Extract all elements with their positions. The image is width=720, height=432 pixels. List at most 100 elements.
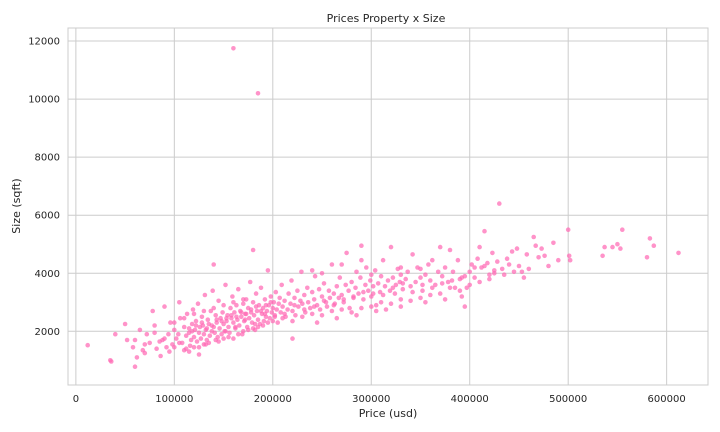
data-point xyxy=(442,265,448,270)
data-point xyxy=(144,331,150,337)
data-point xyxy=(400,286,406,292)
data-point xyxy=(566,253,572,259)
data-point xyxy=(299,269,304,275)
data-point xyxy=(124,337,130,343)
data-point xyxy=(285,307,290,312)
data-point xyxy=(372,268,378,273)
data-point xyxy=(142,342,148,347)
data-point xyxy=(413,279,418,285)
data-point xyxy=(430,285,435,291)
data-point xyxy=(495,259,500,264)
data-point xyxy=(253,291,259,296)
data-point xyxy=(317,307,323,312)
data-point xyxy=(223,282,228,288)
data-point xyxy=(375,281,381,286)
data-point xyxy=(224,315,229,321)
data-point xyxy=(430,257,435,263)
data-point xyxy=(293,313,298,318)
data-point xyxy=(388,244,394,250)
data-point xyxy=(475,256,480,262)
data-point xyxy=(509,249,515,254)
data-point xyxy=(147,340,152,346)
data-point xyxy=(339,262,345,267)
data-point xyxy=(388,301,394,307)
data-point xyxy=(378,273,384,279)
data-point xyxy=(252,321,258,327)
data-point xyxy=(172,320,177,325)
data-point xyxy=(211,305,216,311)
data-point xyxy=(132,337,138,343)
data-point xyxy=(231,320,236,325)
data-point xyxy=(437,291,443,296)
data-point xyxy=(234,302,239,308)
data-point xyxy=(420,282,425,288)
data-point xyxy=(361,297,366,302)
data-point xyxy=(190,307,196,312)
data-point xyxy=(85,342,90,348)
data-point xyxy=(201,308,207,314)
data-point xyxy=(359,243,364,248)
data-point xyxy=(241,329,246,334)
data-point xyxy=(435,269,441,275)
data-point xyxy=(565,227,571,232)
data-point xyxy=(477,279,482,285)
data-point xyxy=(258,285,264,291)
data-point xyxy=(428,278,433,283)
data-point xyxy=(191,311,197,317)
data-point xyxy=(196,345,202,350)
data-point xyxy=(245,327,251,333)
data-point xyxy=(272,314,278,320)
data-point xyxy=(452,285,458,291)
data-point xyxy=(618,246,623,251)
data-point xyxy=(423,300,428,305)
y-tick-label: 6000 xyxy=(35,211,60,222)
data-point xyxy=(189,321,195,327)
data-point xyxy=(201,331,207,337)
data-point xyxy=(354,313,359,318)
data-point xyxy=(177,315,183,321)
data-point xyxy=(132,364,138,370)
data-point xyxy=(423,272,428,278)
data-point xyxy=(280,304,285,309)
data-point xyxy=(311,304,317,309)
data-point xyxy=(467,269,473,275)
data-point xyxy=(231,300,236,305)
data-point xyxy=(442,297,448,302)
data-point xyxy=(255,317,261,323)
data-point xyxy=(221,302,226,308)
data-point xyxy=(210,288,215,294)
data-point xyxy=(172,345,177,350)
data-point xyxy=(239,314,244,320)
data-point xyxy=(274,307,280,312)
data-point xyxy=(556,257,561,263)
data-point xyxy=(499,266,505,272)
data-point xyxy=(167,349,172,354)
x-tick-label: 600000 xyxy=(648,394,686,405)
data-point xyxy=(676,250,681,256)
data-point xyxy=(403,276,409,282)
data-point xyxy=(130,345,136,350)
data-point xyxy=(398,272,404,278)
data-point xyxy=(551,240,556,246)
data-point xyxy=(278,310,284,315)
data-point xyxy=(177,340,182,346)
data-point xyxy=(316,286,322,292)
data-point xyxy=(152,330,157,336)
data-point xyxy=(482,228,487,234)
data-point xyxy=(373,308,379,314)
data-point xyxy=(226,334,231,340)
data-point xyxy=(263,302,269,308)
data-point xyxy=(418,275,423,280)
data-point xyxy=(344,250,349,256)
data-point xyxy=(533,243,538,248)
data-point xyxy=(428,292,433,298)
data-point xyxy=(314,320,320,325)
data-point xyxy=(261,318,267,324)
data-point xyxy=(237,323,242,328)
data-point xyxy=(482,263,487,269)
data-point xyxy=(337,275,343,280)
data-point xyxy=(519,269,525,275)
data-point xyxy=(380,257,386,263)
data-point xyxy=(233,324,238,330)
x-tick-label: 100000 xyxy=(155,394,193,405)
